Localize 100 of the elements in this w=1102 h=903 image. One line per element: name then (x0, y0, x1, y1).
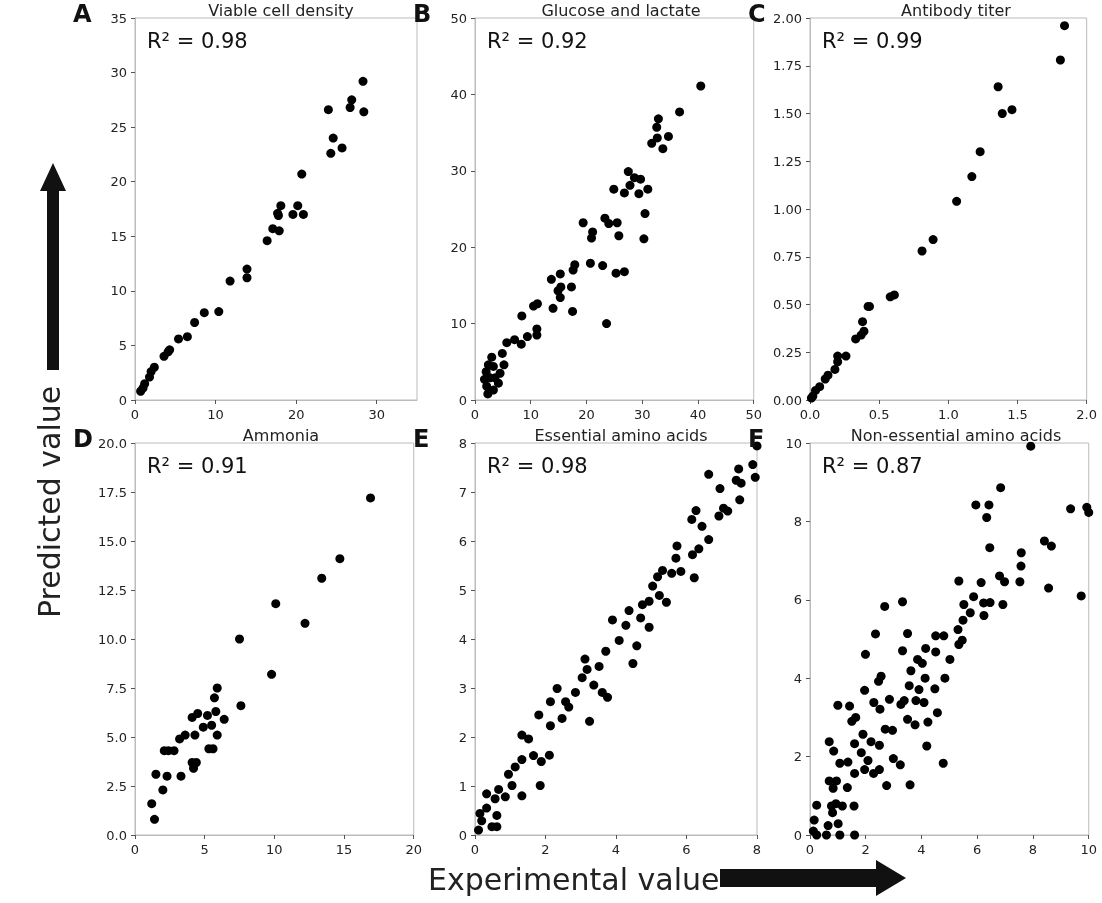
point (858, 317, 868, 327)
point (347, 95, 357, 105)
point (967, 172, 977, 182)
y-tick-label: 5 (118, 337, 127, 353)
point (262, 236, 272, 246)
point (199, 308, 209, 318)
x-tick-label: 1.5 (1007, 407, 1028, 422)
x-tick-label: 10 (522, 407, 540, 422)
x-tick-label: 8 (752, 842, 762, 857)
point (975, 147, 985, 157)
point (889, 290, 899, 300)
x-tick-label: 10 (207, 407, 224, 422)
y-tick-label: 5.0 (106, 729, 127, 745)
point (274, 226, 284, 236)
point (150, 814, 160, 824)
x-tick-label: 10 (1080, 842, 1097, 857)
y-tick-label: 4 (793, 670, 802, 686)
chart-title: Viable cell density (208, 0, 354, 20)
y-tick-label: 5 (458, 582, 467, 598)
y-tick-label: 30 (110, 65, 127, 81)
x-tick-label: 30 (633, 407, 651, 422)
y-tick-label: 2 (793, 749, 802, 765)
point (288, 209, 298, 219)
chart-title: Antibody titer (901, 0, 1012, 20)
annotation: C (748, 0, 766, 28)
x-tick-label: 15 (335, 842, 353, 857)
x-tick-label: 0 (470, 407, 480, 422)
y-tick-label: 0 (458, 827, 467, 843)
text: A (73, 0, 92, 28)
point (993, 82, 1003, 92)
y-tick-label: 35 (110, 10, 127, 26)
y-tick-label: 2.5 (106, 778, 127, 794)
point (1007, 105, 1017, 115)
y-tick-label: 10 (450, 316, 467, 332)
point (271, 599, 281, 609)
y-tick-label: 7 (458, 484, 467, 500)
chart-title: Glucose and lactate (541, 0, 701, 20)
x-tick-label: 4 (611, 842, 621, 857)
y-tick-label: 1 (458, 778, 467, 794)
y-tick-label: 0 (118, 392, 127, 408)
point (212, 683, 222, 693)
point (242, 273, 252, 283)
chart-title: Essential amino acids (534, 425, 708, 445)
y-axis-title: Predicted value (32, 385, 67, 618)
y-tick-label: 1.00 (773, 201, 802, 217)
point (235, 634, 245, 644)
x-tick-label: 10 (266, 842, 283, 857)
point (300, 618, 310, 628)
annotation: R² = 0.98 (487, 453, 588, 478)
point (236, 701, 246, 711)
point (298, 209, 308, 219)
point (1060, 21, 1070, 31)
y-tick-label: 4 (458, 631, 467, 647)
y-tick-label: 2.00 (773, 10, 802, 26)
x-tick-label: 0.5 (868, 407, 890, 422)
y-tick-label: 15.0 (98, 533, 127, 549)
point (147, 799, 157, 809)
x-tick-label: 0 (130, 842, 140, 857)
point (359, 107, 369, 117)
y-tick-label: 0 (458, 392, 467, 408)
x-tick-label: 6 (973, 842, 982, 857)
y-tick-label: 15 (110, 228, 127, 244)
point (851, 334, 861, 344)
chart-title: Ammonia (242, 425, 320, 445)
point (345, 103, 355, 112)
point (212, 730, 222, 740)
y-tick-label: 40 (450, 86, 467, 102)
point (328, 133, 338, 143)
y-tick-label: 0.50 (773, 297, 802, 312)
point (162, 771, 172, 781)
point (917, 246, 927, 256)
text: D (73, 425, 93, 453)
x-tick-label: 4 (917, 842, 926, 857)
point (182, 332, 192, 342)
annotation: E (413, 425, 430, 453)
x-tick-label: 50 (745, 407, 762, 422)
y-tick-label: 6 (458, 533, 467, 549)
y-tick-label: 8 (458, 435, 467, 451)
x-tick-label: 20 (287, 407, 305, 422)
y-tick-label: 20.0 (98, 435, 127, 451)
y-tick-label: 1.50 (773, 106, 802, 121)
y-tick-label: 1.25 (773, 153, 802, 169)
x-tick-label: 2.0 (1076, 407, 1098, 422)
x-tick-label: 0 (470, 842, 480, 857)
point (149, 362, 159, 372)
point (335, 554, 345, 564)
point (317, 573, 327, 583)
y-tick-label: 0.25 (773, 344, 802, 360)
point (242, 264, 252, 274)
y-tick-label: 6 (793, 592, 802, 608)
y-tick-label: 12.5 (98, 582, 127, 598)
y-tick-label: 10.0 (98, 631, 127, 647)
point (198, 722, 208, 732)
point (997, 109, 1007, 118)
y-tick-label: 1.75 (773, 58, 802, 74)
y-tick-label: 2 (458, 729, 467, 745)
x-tick-label: 40 (689, 407, 707, 422)
point (297, 169, 307, 179)
x-tick-label: 0 (130, 407, 140, 422)
annotation: R² = 0.99 (822, 28, 923, 53)
